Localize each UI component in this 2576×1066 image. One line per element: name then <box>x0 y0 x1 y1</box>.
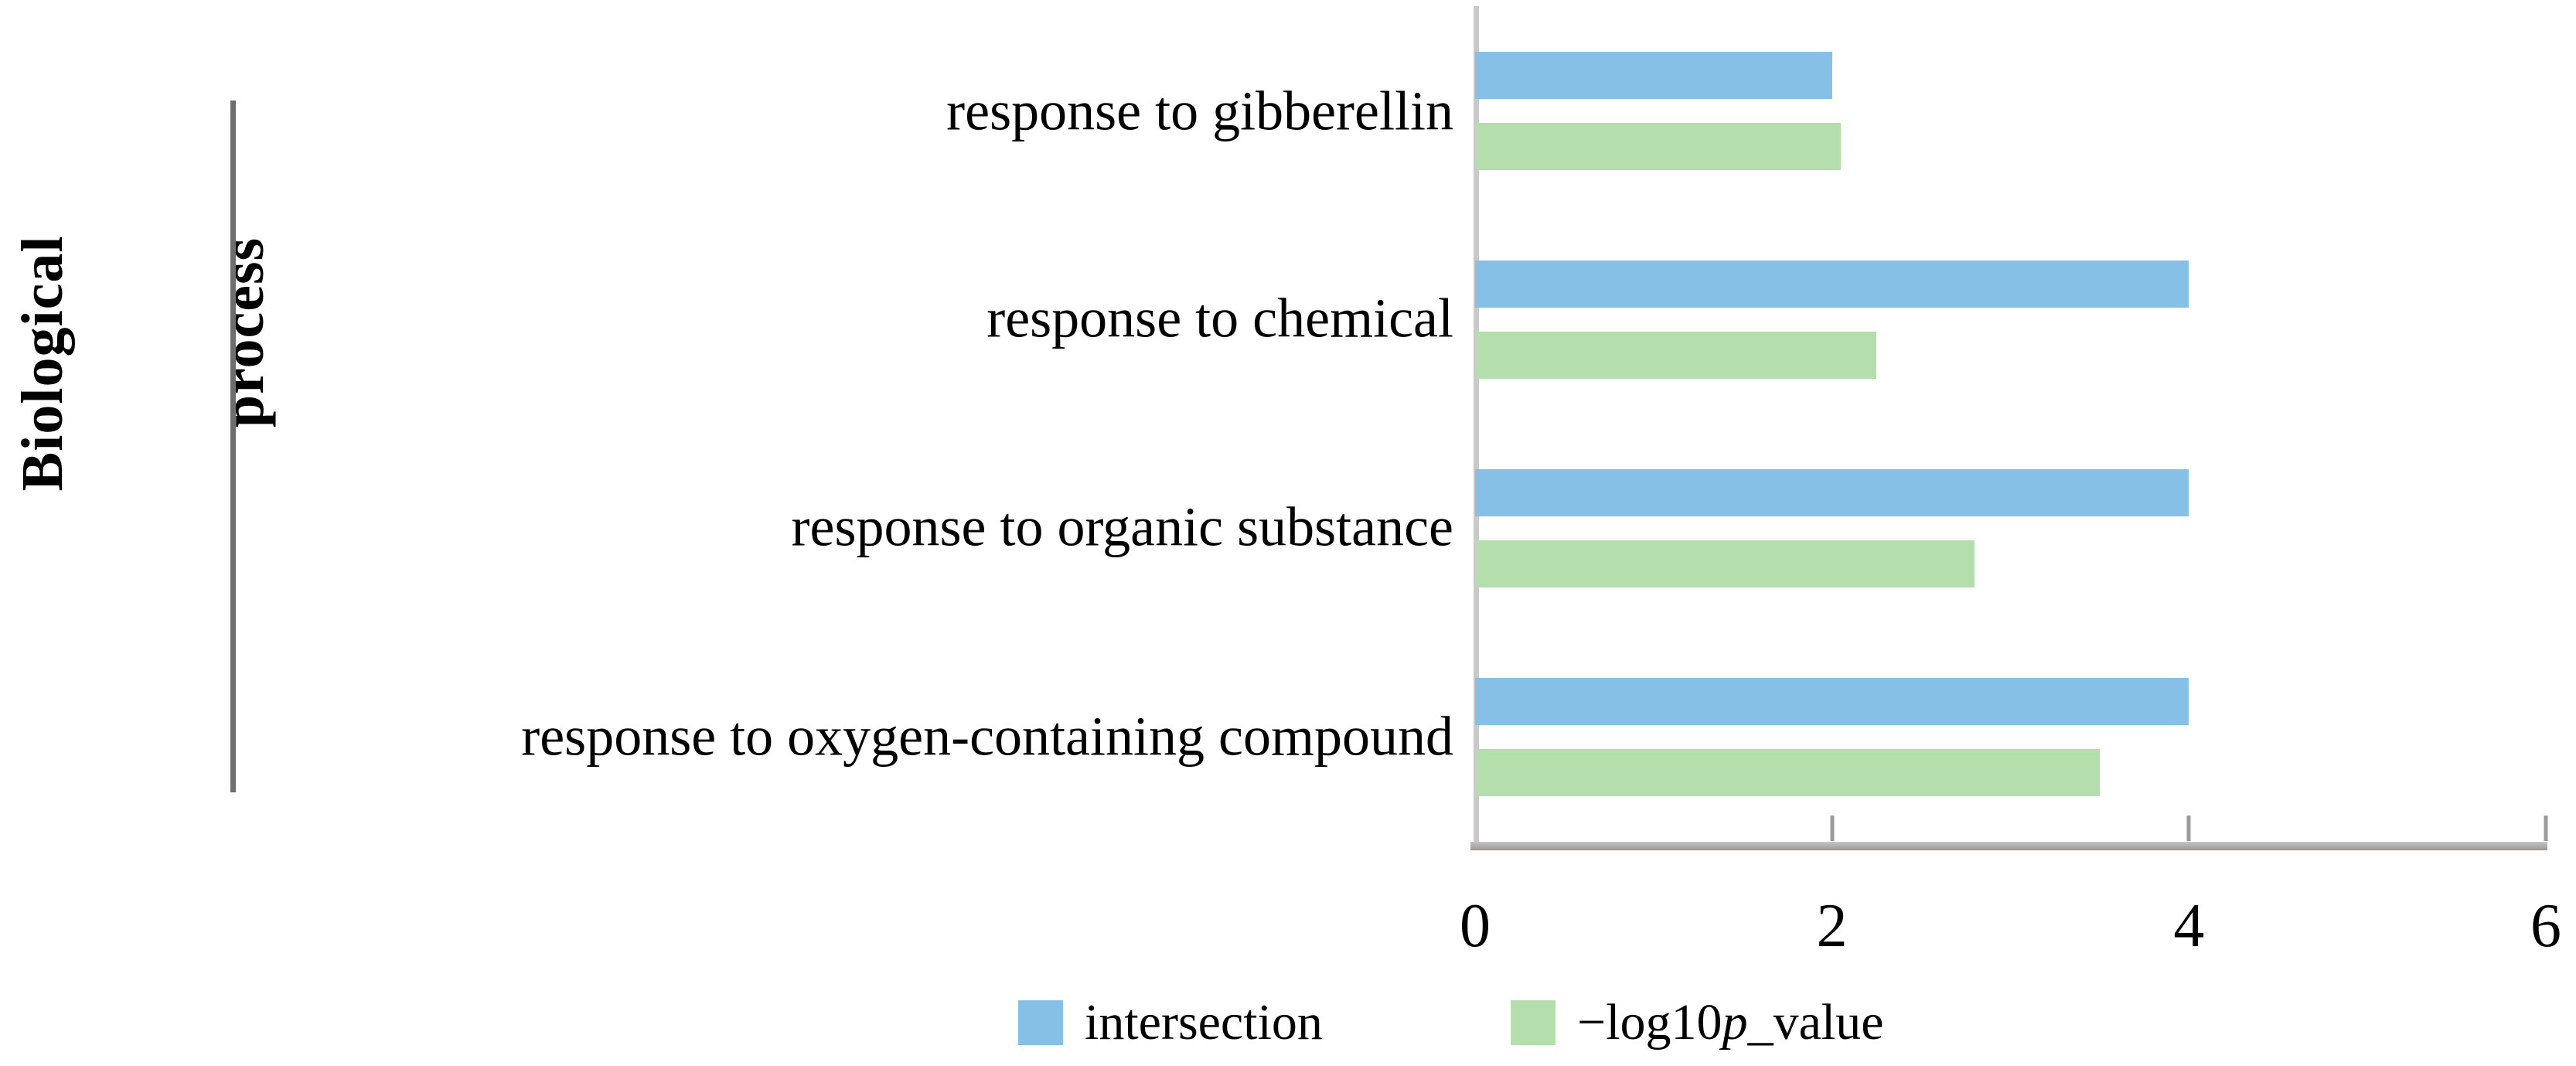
y-axis-title-line1: Biological <box>10 235 75 492</box>
x-tick-label: 0 <box>1460 892 1491 960</box>
x-axis-tick <box>1830 816 1835 841</box>
plot-area <box>1470 6 2548 850</box>
x-axis-tick <box>2186 816 2191 841</box>
legend-swatch-log10p-value <box>1511 1000 1555 1045</box>
y-axis-line <box>1474 6 1479 844</box>
legend-item-intersection: intersection <box>1018 996 1323 1050</box>
category-label: response to organic substance <box>791 496 1453 558</box>
x-tick-label: 6 <box>2530 892 2561 960</box>
legend-label-log10p-value: −log10p_value <box>1577 996 1884 1050</box>
legend-label-prefix: −log10 <box>1577 994 1722 1051</box>
x-tick-label: 2 <box>1816 892 1848 960</box>
bar-intersection <box>1475 261 2189 308</box>
category-label: response to chemical <box>986 287 1453 349</box>
y-axis-title-line2: process <box>211 237 276 428</box>
bar-log10p-value <box>1475 123 1842 170</box>
category-bracket-line <box>230 100 236 792</box>
legend-label-intersection: intersection <box>1085 994 1323 1051</box>
legend-label-suffix: _value <box>1747 994 1884 1051</box>
x-tick-label: 4 <box>2173 892 2205 960</box>
category-label: response to gibberellin <box>946 80 1453 142</box>
bar-log10p-value <box>1475 540 1975 587</box>
y-axis-title: Biological process <box>0 8 276 719</box>
x-axis-line <box>1470 842 2547 850</box>
legend-item-log10p-value: −log10p_value <box>1511 996 1884 1050</box>
bar-log10p-value <box>1475 332 1877 379</box>
legend-swatch-intersection <box>1018 1000 1063 1045</box>
legend-label-p: p <box>1722 994 1748 1051</box>
bar-log10p-value <box>1475 749 2100 796</box>
bar-intersection <box>1475 678 2189 725</box>
bar-intersection <box>1475 52 1832 99</box>
bar-intersection <box>1475 469 2189 516</box>
x-axis-tick-labels: 0 2 4 6 <box>1460 889 2561 966</box>
category-label: response to oxygen-containing compound <box>521 705 1453 768</box>
x-axis-tick <box>2544 816 2548 841</box>
